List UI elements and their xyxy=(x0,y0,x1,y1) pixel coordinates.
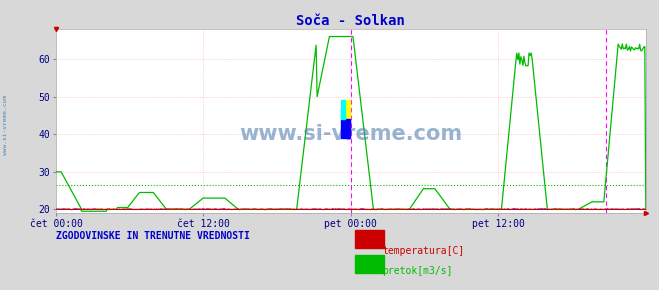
Bar xyxy=(341,100,345,119)
Text: www.si-vreme.com: www.si-vreme.com xyxy=(239,124,463,144)
Bar xyxy=(341,119,350,138)
Bar xyxy=(341,100,350,119)
Title: Soča - Solkan: Soča - Solkan xyxy=(297,14,405,28)
Text: www.si-vreme.com: www.si-vreme.com xyxy=(3,95,9,155)
Bar xyxy=(355,255,384,273)
Text: temperatura[C]: temperatura[C] xyxy=(382,246,465,256)
Text: pretok[m3/s]: pretok[m3/s] xyxy=(382,266,453,276)
Text: ZGODOVINSKE IN TRENUTNE VREDNOSTI: ZGODOVINSKE IN TRENUTNE VREDNOSTI xyxy=(56,231,250,241)
Bar xyxy=(355,230,384,248)
